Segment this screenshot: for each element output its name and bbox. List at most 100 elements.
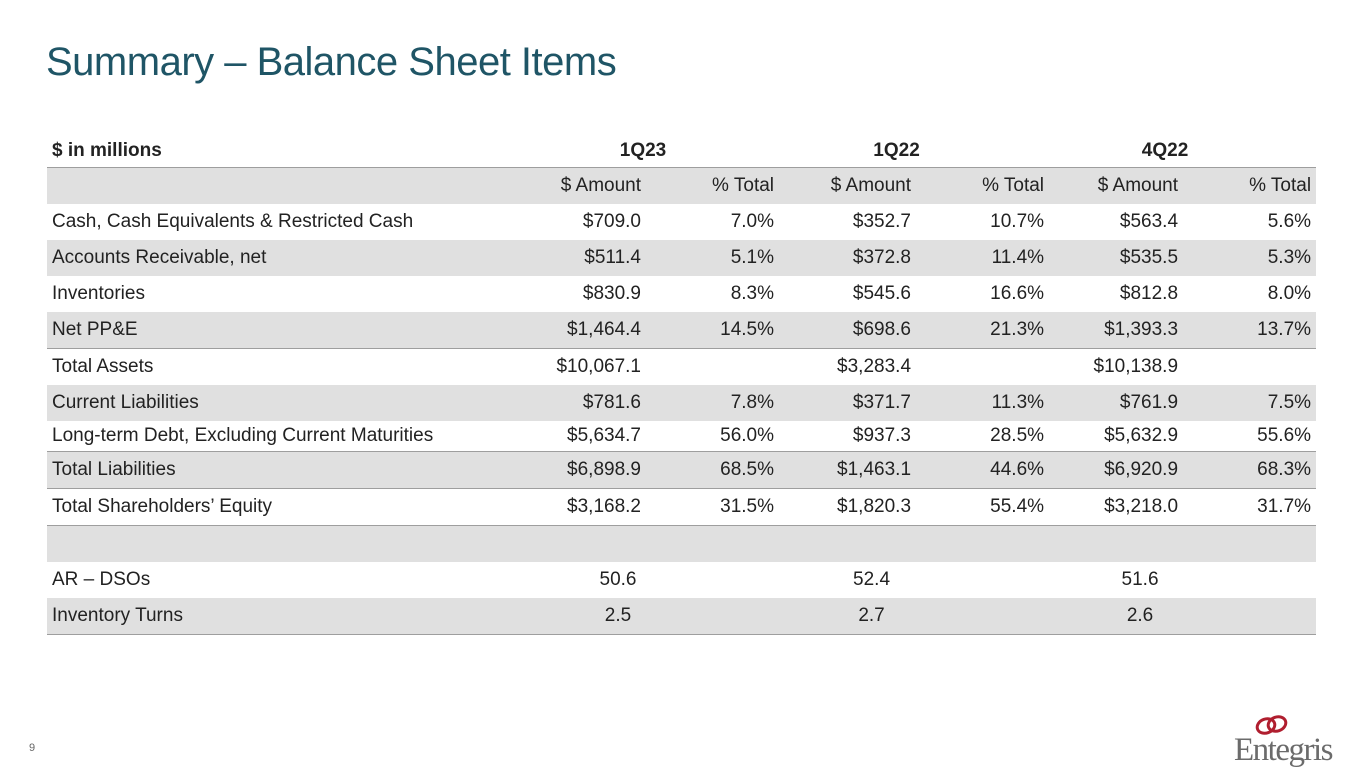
subheader-cell: $ Amount (542, 167, 646, 204)
amount-cell: $937.3 (779, 421, 917, 452)
subheader-row: $ Amount % Total $ Amount % Total $ Amou… (47, 167, 1317, 204)
amount-cell: $3,283.4 (837, 356, 912, 377)
amount-cell: $352.7 (852, 211, 912, 232)
percent-cell: 31.5% (646, 488, 780, 526)
table-row: Total Assets $10,067.1 $3,283.4 $10,138.… (47, 349, 1316, 386)
percent-cell: 28.5% (916, 421, 1050, 452)
entegris-logo: Entegris (1232, 715, 1344, 767)
subheader-blank (47, 167, 542, 204)
percent-cell: 7.8% (646, 385, 780, 421)
row-label: Inventories (52, 283, 145, 304)
balance-sheet-table: $ in millions 1Q23 1Q22 4Q22 $ Amount % … (47, 134, 1317, 635)
amount-cell: $563.4 (1119, 211, 1179, 232)
amount-cell: $10,067.1 (556, 356, 641, 377)
percent-cell: 56.0% (646, 421, 780, 452)
row-label: Long-term Debt, Excluding Current Maturi… (47, 421, 542, 452)
amount-cell: $545.6 (852, 283, 912, 304)
table-row: Total Liabilities $6,898.9 68.5% $1,463.… (47, 451, 1317, 489)
amount-cell: $1,820.3 (779, 488, 917, 526)
period-header-row: $ in millions 1Q23 1Q22 4Q22 (47, 134, 1317, 168)
row-label: Current Liabilities (47, 385, 542, 421)
amount-cell: $1,463.1 (779, 451, 917, 489)
row-label: Accounts Receivable, net (47, 240, 542, 276)
amount-cell: $1,393.3 (1049, 312, 1184, 349)
percent-cell: 7.0% (730, 211, 775, 232)
metric-cell: 51.6 (1121, 569, 1159, 590)
percent-cell: 5.1% (646, 240, 780, 276)
period-header: 1Q23 (542, 134, 780, 168)
percent-cell: 13.7% (1183, 312, 1317, 349)
amount-cell: $830.9 (582, 283, 641, 304)
percent-cell: 16.6% (990, 283, 1045, 304)
percent-cell: 68.3% (1183, 451, 1317, 489)
logo-wordmark: Entegris (1234, 732, 1333, 768)
table-row: Long-term Debt, Excluding Current Maturi… (47, 421, 1317, 452)
amount-cell: $6,920.9 (1049, 451, 1184, 489)
metric-cell: 2.5 (542, 598, 780, 635)
percent-cell: 68.5% (646, 451, 780, 489)
logo-rings-icon (1255, 715, 1288, 735)
page-title: Summary – Balance Sheet Items (46, 40, 617, 84)
percent-cell: 55.6% (1183, 421, 1317, 452)
percent-cell: 21.3% (916, 312, 1050, 349)
row-label: AR – DSOs (52, 569, 151, 590)
period-header: 4Q22 (1049, 134, 1317, 168)
amount-cell: $812.8 (1119, 283, 1179, 304)
amount-cell: $5,632.9 (1049, 421, 1184, 452)
amount-cell: $10,138.9 (1093, 356, 1179, 377)
percent-cell: 10.7% (990, 211, 1045, 232)
percent-cell (646, 349, 779, 386)
metric-row: AR – DSOs 50.6 52.4 51.6 (47, 562, 1316, 598)
percent-cell: 11.4% (916, 240, 1050, 276)
amount-cell: $511.4 (542, 240, 646, 276)
table-row: Net PP&E $1,464.4 14.5% $698.6 21.3% $1,… (47, 312, 1317, 349)
percent-cell: 8.0% (1267, 283, 1312, 304)
percent-cell: 11.3% (916, 385, 1050, 421)
table-row: Cash, Cash Equivalents & Restricted Cash… (47, 204, 1316, 240)
percent-cell: 5.6% (1267, 211, 1312, 232)
row-label: Total Shareholders’ Equity (47, 488, 542, 526)
row-label: Total Liabilities (47, 451, 542, 489)
subheader-cell: % Total (646, 167, 780, 204)
metric-cell: 50.6 (599, 569, 637, 590)
percent-cell: 7.5% (1183, 385, 1317, 421)
row-label: Net PP&E (47, 312, 542, 349)
subheader-cell: % Total (916, 167, 1050, 204)
percent-cell: 14.5% (646, 312, 780, 349)
unit-label: $ in millions (47, 134, 542, 168)
table-row: Inventories $830.9 8.3% $545.6 16.6% $81… (47, 276, 1316, 312)
subheader-cell: $ Amount (779, 167, 917, 204)
subheader-cell: % Total (1183, 167, 1317, 204)
amount-cell: $535.5 (1049, 240, 1184, 276)
metric-row: Inventory Turns 2.5 2.7 2.6 (47, 598, 1317, 635)
row-label: Inventory Turns (47, 598, 542, 635)
subheader-cell: $ Amount (1049, 167, 1184, 204)
percent-cell: 31.7% (1183, 488, 1317, 526)
amount-cell: $371.7 (779, 385, 917, 421)
amount-cell: $1,464.4 (542, 312, 646, 349)
spacer-cell (47, 525, 1317, 562)
table-row: Current Liabilities $781.6 7.8% $371.7 1… (47, 385, 1317, 421)
percent-cell: 8.3% (730, 283, 775, 304)
metric-cell: 2.7 (779, 598, 1050, 635)
amount-cell: $698.6 (779, 312, 917, 349)
percent-cell (1183, 349, 1316, 386)
table-row: Total Shareholders’ Equity $3,168.2 31.5… (47, 488, 1317, 526)
metric-cell: 52.4 (853, 569, 891, 590)
amount-cell: $6,898.9 (542, 451, 646, 489)
percent-cell: 5.3% (1183, 240, 1317, 276)
amount-cell: $5,634.7 (542, 421, 646, 452)
amount-cell: $761.9 (1049, 385, 1184, 421)
page-number: 9 (29, 742, 36, 754)
amount-cell: $709.0 (582, 211, 641, 232)
period-header: 1Q22 (779, 134, 1050, 168)
row-label: Total Assets (52, 356, 154, 377)
amount-cell: $3,218.0 (1049, 488, 1184, 526)
table-row: Accounts Receivable, net $511.4 5.1% $37… (47, 240, 1317, 276)
percent-cell (916, 349, 1049, 386)
percent-cell: 44.6% (916, 451, 1050, 489)
amount-cell: $781.6 (542, 385, 646, 421)
percent-cell: 55.4% (916, 488, 1050, 526)
amount-cell: $3,168.2 (542, 488, 646, 526)
spacer-row (47, 525, 1317, 562)
